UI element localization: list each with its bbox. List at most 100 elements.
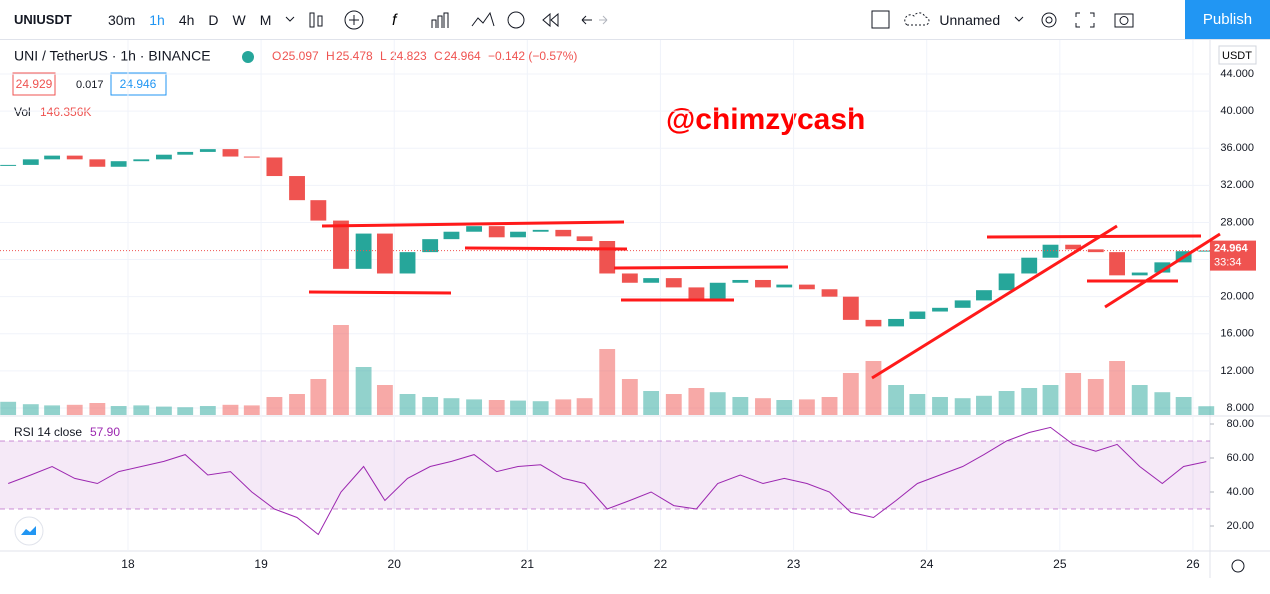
- candle-body: [1021, 257, 1038, 274]
- volume-bar: [199, 406, 216, 415]
- volume-bar: [755, 398, 771, 415]
- volume-bar: [66, 404, 83, 415]
- volume-bar: [1131, 385, 1148, 415]
- candle-body: [177, 151, 194, 155]
- rsi-band: [0, 440, 1210, 510]
- volume-bar: [422, 397, 439, 415]
- ohlc-value: 24.823: [390, 49, 427, 63]
- candle-body: [89, 159, 106, 167]
- volume-bar: [399, 394, 416, 415]
- candle-body: [932, 307, 948, 312]
- symbol[interactable]: UNIUSDT: [14, 12, 72, 27]
- candle-body: [355, 233, 372, 269]
- layout-name[interactable]: Unnamed: [939, 11, 1001, 28]
- volume-bar: [510, 400, 526, 415]
- rsi-value: 57.90: [90, 425, 120, 439]
- y-tick-label: 16.000: [1220, 328, 1254, 340]
- volume-bar: [732, 397, 749, 415]
- candle-body: [998, 273, 1015, 291]
- interval[interactable]: 30m: [108, 11, 136, 28]
- candle-body: [909, 311, 926, 319]
- ask[interactable]: 24.946: [120, 77, 157, 91]
- publish-button[interactable]: Publish: [1185, 0, 1270, 39]
- volume-bar: [89, 403, 106, 415]
- interval[interactable]: 1h: [149, 11, 165, 28]
- volume-bar: [1042, 385, 1059, 415]
- x-tick-label: 26: [1186, 557, 1200, 571]
- volume-bar: [44, 405, 61, 415]
- candle-body: [776, 284, 793, 288]
- candle-body: [1042, 244, 1059, 258]
- ohlc-key: O: [272, 49, 281, 63]
- bid[interactable]: 24.929: [16, 77, 53, 91]
- volume-bar: [888, 385, 905, 415]
- y-tick-label: 44.000: [1220, 68, 1254, 80]
- volume-bar: [133, 405, 150, 415]
- volume-bar: [177, 407, 194, 415]
- candle-body: [22, 159, 39, 165]
- volume-bar: [289, 394, 305, 415]
- candle-body: [599, 241, 616, 274]
- x-tick-label: 19: [254, 557, 268, 571]
- svg-text:f: f: [392, 12, 398, 29]
- volume-bar: [976, 395, 992, 415]
- toolbar: UNIUSDT 30m 1h 4h D W M f Unnamed Publis…: [0, 0, 1270, 40]
- y-tick-label: 32.000: [1220, 179, 1254, 191]
- volume-bar: [842, 373, 859, 415]
- volume-bar: [266, 397, 283, 415]
- candle-body: [199, 149, 216, 152]
- volume-bar: [155, 406, 172, 415]
- volume-bar: [1021, 388, 1038, 415]
- volume-bar: [443, 398, 460, 415]
- volume-bar: [932, 397, 948, 415]
- volume-bar: [310, 379, 327, 415]
- volume-bar: [243, 405, 260, 415]
- volume-bar: [22, 404, 39, 415]
- candle-body: [399, 252, 416, 274]
- candle-body: [376, 233, 393, 274]
- candle-body: [621, 273, 638, 283]
- candle-body: [110, 161, 127, 167]
- ohlc-value: 25.478: [336, 49, 373, 63]
- y-tick-label: 12.000: [1220, 365, 1254, 377]
- countdown: 33:34: [1214, 257, 1242, 269]
- y-tick-label: 8.000: [1226, 402, 1254, 414]
- chart: USDT UNI / TetherUS · 1h · BINANCE O 25.0…: [0, 40, 1270, 578]
- candle-body: [510, 231, 526, 238]
- volume-bar: [1198, 406, 1215, 415]
- volume-bar: [355, 367, 372, 415]
- drawn-trendlines[interactable]: [308, 220, 1221, 380]
- candle-body: [821, 289, 838, 297]
- candle-body: [865, 319, 882, 327]
- rect-icon[interactable]: [862, 8, 902, 32]
- candle-body: [643, 278, 660, 283]
- interval[interactable]: W: [232, 11, 246, 28]
- candle-body: [443, 231, 460, 240]
- interval[interactable]: 4h: [178, 11, 195, 28]
- volume-bar: [643, 391, 660, 415]
- right-icons[interactable]: [1007, 8, 1157, 32]
- ohlc-key: H: [326, 49, 335, 63]
- x-tick-label: 22: [654, 557, 668, 571]
- volume-bar: [909, 394, 926, 415]
- candle-body: [422, 239, 439, 253]
- interval[interactable]: M: [259, 11, 272, 28]
- ohlc-value: 25.097: [282, 49, 319, 63]
- volume-bar: [599, 349, 616, 415]
- volume-bar: [621, 379, 638, 415]
- candle-body: [1109, 252, 1125, 276]
- currency: USDT: [1222, 50, 1252, 62]
- candle-body: [1131, 272, 1148, 276]
- interval[interactable]: D: [208, 11, 219, 28]
- cloud-icon: [904, 11, 930, 25]
- toolbar-icons[interactable]: f: [282, 8, 612, 32]
- volume-bar: [376, 385, 393, 415]
- candle-body: [333, 220, 349, 269]
- y-tick-label: 28.000: [1220, 216, 1254, 228]
- candle-body: [266, 157, 283, 177]
- candle-body: [1154, 262, 1171, 273]
- candle-body: [488, 226, 505, 238]
- candle-body: [954, 300, 971, 308]
- volume-bar: [688, 388, 705, 415]
